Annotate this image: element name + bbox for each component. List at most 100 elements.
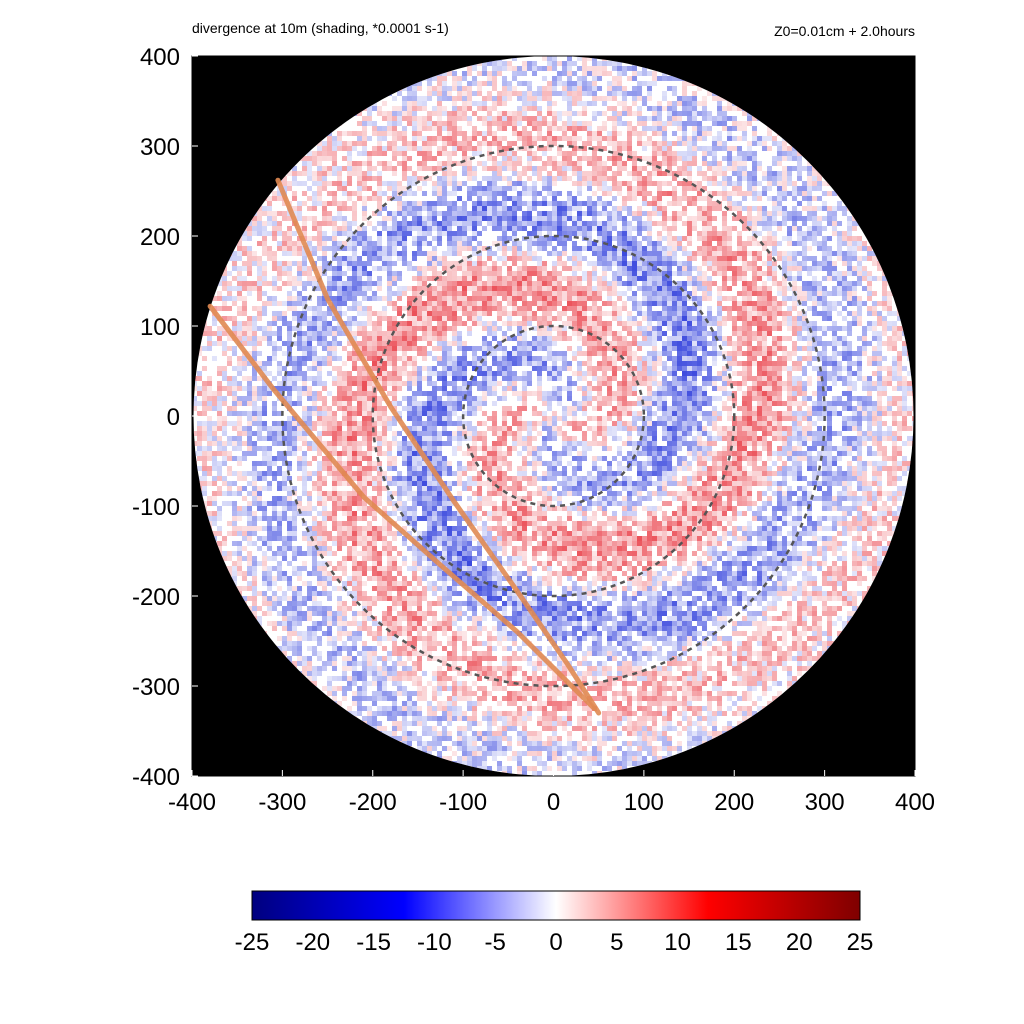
divergence-cell — [622, 86, 627, 91]
divergence-cell — [457, 331, 462, 336]
divergence-cell — [472, 271, 477, 276]
divergence-cell — [502, 191, 507, 196]
divergence-cell — [282, 321, 287, 326]
divergence-cell — [372, 336, 377, 341]
divergence-cell — [487, 131, 492, 136]
divergence-cell — [362, 231, 367, 236]
divergence-cell — [422, 356, 427, 361]
divergence-cell — [562, 211, 567, 216]
divergence-cell — [382, 206, 387, 211]
divergence-cell — [622, 146, 627, 151]
divergence-cell — [452, 121, 457, 126]
divergence-cell — [477, 231, 482, 236]
divergence-cell — [472, 131, 477, 136]
divergence-cell — [322, 246, 327, 251]
divergence-cell — [432, 246, 437, 251]
divergence-cell — [517, 171, 522, 176]
divergence-cell — [272, 236, 277, 241]
divergence-cell — [352, 171, 357, 176]
divergence-cell — [822, 226, 827, 231]
divergence-cell — [722, 181, 727, 186]
divergence-cell — [537, 116, 542, 121]
divergence-cell — [852, 251, 857, 256]
divergence-cell — [502, 281, 507, 286]
divergence-cell — [547, 136, 552, 141]
divergence-cell — [617, 246, 622, 251]
divergence-cell — [552, 261, 557, 266]
divergence-cell — [207, 331, 212, 336]
divergence-cell — [392, 231, 397, 236]
divergence-cell — [787, 296, 792, 301]
divergence-cell — [332, 341, 337, 346]
divergence-cell — [452, 356, 457, 361]
divergence-cell — [402, 221, 407, 226]
divergence-cell — [382, 296, 387, 301]
divergence-cell — [702, 351, 707, 356]
divergence-cell — [682, 221, 687, 226]
divergence-cell — [527, 286, 532, 291]
divergence-cell — [572, 316, 577, 321]
divergence-cell — [282, 251, 287, 256]
divergence-cell — [712, 161, 717, 166]
divergence-cell — [717, 131, 722, 136]
divergence-cell — [632, 156, 637, 161]
divergence-cell — [307, 161, 312, 166]
divergence-cell — [767, 146, 772, 151]
divergence-cell — [617, 121, 622, 126]
divergence-cell — [402, 241, 407, 246]
divergence-cell — [357, 226, 362, 231]
divergence-cell — [637, 111, 642, 116]
divergence-cell — [757, 191, 762, 196]
divergence-cell — [477, 311, 482, 316]
divergence-cell — [607, 91, 612, 96]
divergence-cell — [722, 221, 727, 226]
divergence-cell — [777, 311, 782, 316]
divergence-cell — [642, 326, 647, 331]
divergence-cell — [312, 251, 317, 256]
divergence-cell — [372, 211, 377, 216]
divergence-cell — [412, 191, 417, 196]
divergence-cell — [722, 216, 727, 221]
divergence-cell — [507, 281, 512, 286]
divergence-cell — [632, 351, 637, 356]
divergence-cell — [337, 186, 342, 191]
divergence-cell — [587, 141, 592, 146]
divergence-cell — [612, 176, 617, 181]
divergence-cell — [602, 211, 607, 216]
divergence-cell — [767, 136, 772, 141]
divergence-cell — [392, 121, 397, 126]
divergence-cell — [392, 166, 397, 171]
divergence-cell — [772, 326, 777, 331]
divergence-cell — [677, 336, 682, 341]
divergence-cell — [312, 246, 317, 251]
divergence-cell — [772, 231, 777, 236]
divergence-cell — [777, 201, 782, 206]
divergence-cell — [587, 336, 592, 341]
divergence-cell — [482, 186, 487, 191]
divergence-cell — [637, 91, 642, 96]
divergence-cell — [652, 111, 657, 116]
divergence-cell — [677, 351, 682, 356]
divergence-cell — [367, 116, 372, 121]
divergence-cell — [472, 146, 477, 151]
divergence-cell — [492, 211, 497, 216]
divergence-cell — [572, 196, 577, 201]
divergence-cell — [577, 246, 582, 251]
divergence-cell — [382, 246, 387, 251]
divergence-cell — [852, 236, 857, 241]
divergence-cell — [767, 231, 772, 236]
divergence-cell — [837, 201, 842, 206]
divergence-cell — [497, 326, 502, 331]
divergence-cell — [767, 241, 772, 246]
divergence-cell — [657, 296, 662, 301]
divergence-cell — [457, 281, 462, 286]
divergence-cell — [407, 221, 412, 226]
divergence-cell — [577, 121, 582, 126]
divergence-cell — [502, 221, 507, 226]
divergence-cell — [252, 321, 257, 326]
divergence-cell — [762, 191, 767, 196]
divergence-cell — [842, 271, 847, 276]
divergence-cell — [327, 146, 332, 151]
divergence-cell — [597, 166, 602, 171]
divergence-cell — [807, 341, 812, 346]
